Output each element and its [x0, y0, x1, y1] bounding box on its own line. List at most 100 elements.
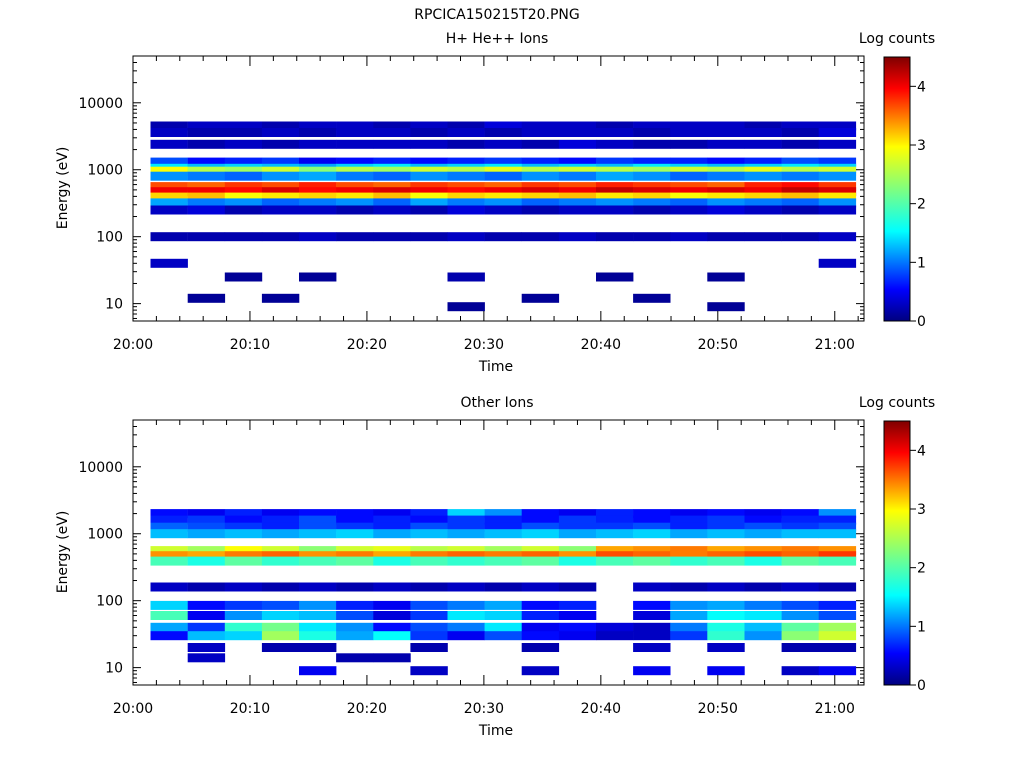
- heatmap-cell: [187, 166, 226, 176]
- heatmap-cell: [299, 205, 337, 215]
- heatmap-cell: [781, 622, 819, 632]
- heatmap-cell: [224, 205, 263, 215]
- heatmap-cell: [670, 600, 708, 610]
- heatmap-cell: [187, 611, 226, 620]
- heatmap-cell: [150, 600, 188, 610]
- heatmap-cell: [373, 622, 411, 632]
- heatmap-cell: [150, 166, 188, 176]
- heatmap-cell: [299, 166, 337, 176]
- heatmap-cell: [633, 546, 671, 556]
- heatmap-cell: [261, 546, 300, 556]
- heatmap-cell: [521, 611, 560, 620]
- heatmap-cell: [336, 171, 374, 181]
- heatmap-cell: [818, 171, 857, 181]
- heatmap-cell: [224, 622, 263, 632]
- heatmap-cell: [707, 192, 745, 202]
- heatmap-cell: [521, 232, 560, 242]
- heatmap-cell: [744, 546, 782, 556]
- heatmap-cell: [261, 611, 300, 620]
- heatmap-cell: [521, 121, 560, 131]
- heatmap-cell: [707, 182, 745, 192]
- heatmap-cell: [484, 611, 522, 620]
- heatmap-cell: [447, 509, 485, 519]
- heatmap-cell: [707, 171, 745, 181]
- heatmap-cell: [410, 128, 448, 137]
- heatmap-cell: [558, 515, 597, 525]
- colorbar: [883, 420, 911, 686]
- heatmap-cell: [336, 139, 374, 149]
- heatmap-cell: [707, 643, 745, 652]
- heatmap-cell: [224, 556, 263, 566]
- heatmap-cell: [596, 622, 634, 632]
- heatmap-cell: [299, 643, 337, 652]
- heatmap-cell: [818, 232, 857, 242]
- heatmap-cell: [484, 600, 522, 610]
- heatmap-cell: [299, 529, 337, 539]
- heatmap-cell: [744, 611, 782, 620]
- heatmap-cell: [336, 653, 374, 663]
- heatmap-cell: [596, 522, 634, 532]
- heatmap-cell: [410, 556, 448, 566]
- heatmap-cell: [744, 522, 782, 532]
- heatmap-cell: [707, 272, 745, 282]
- heatmap-cell: [744, 631, 782, 641]
- heatmap-cell: [670, 139, 708, 149]
- heatmap-cell: [447, 171, 485, 181]
- heatmap-cell: [224, 509, 263, 519]
- heatmap-cell: [670, 182, 708, 192]
- heatmap-cell: [744, 515, 782, 525]
- heatmap-cell: [373, 121, 411, 131]
- heatmap-cell: [299, 198, 337, 208]
- heatmap-cell: [781, 509, 819, 519]
- panel-h-he-ions: H+ He++ Ions Log counts 1010010001000020…: [55, 31, 935, 375]
- heatmap-cell: [447, 192, 485, 202]
- heatmap-cell: [150, 182, 188, 192]
- heatmap-cell: [781, 182, 819, 192]
- heatmap-cell: [521, 600, 560, 610]
- heatmap-cell: [224, 522, 263, 532]
- heatmap-cell: [187, 128, 226, 137]
- heatmap-cell: [373, 509, 411, 519]
- heatmap-cell: [781, 631, 819, 641]
- heatmap-cell: [336, 121, 374, 131]
- heatmap-cell: [596, 631, 634, 641]
- heatmap-cell: [373, 198, 411, 208]
- heatmap-cell: [707, 232, 745, 242]
- heatmap-cell: [633, 631, 671, 641]
- heatmap-cell: [707, 302, 745, 312]
- heatmap-cell: [373, 139, 411, 149]
- heatmap-cell: [150, 509, 188, 519]
- heatmap-cell: [224, 121, 263, 131]
- heatmap-cell: [744, 232, 782, 242]
- heatmap-cell: [150, 522, 188, 532]
- heatmap-cell: [818, 166, 857, 176]
- heatmap-cell: [633, 600, 671, 610]
- heatmap-cell: [410, 546, 448, 556]
- heatmap-cell: [707, 522, 745, 532]
- heatmap-cell: [781, 529, 819, 539]
- heatmap-cell: [818, 128, 857, 137]
- heatmap-cell: [150, 198, 188, 208]
- x-axis-label: Time: [478, 723, 513, 739]
- heatmap-cell: [410, 205, 448, 215]
- heatmap-cell: [818, 198, 857, 208]
- heatmap-cell: [150, 515, 188, 525]
- heatmap-cell: [670, 556, 708, 566]
- heatmap-cell: [558, 582, 597, 592]
- panel-other-ions: Other Ions Log counts 1010010001000020:0…: [55, 395, 935, 739]
- heatmap-cell: [521, 139, 560, 149]
- heatmap-cell: [336, 205, 374, 215]
- heatmap-cell: [150, 529, 188, 539]
- heatmap-cell: [299, 182, 337, 192]
- heatmap-cell: [447, 556, 485, 566]
- heatmap-cell: [150, 128, 188, 137]
- heatmap-cell: [558, 622, 597, 632]
- heatmap-cell: [521, 182, 560, 192]
- heatmap-cell: [410, 187, 448, 197]
- heatmap-cell: [744, 157, 782, 167]
- heatmap-cell: [633, 611, 671, 620]
- heatmap-cell: [558, 187, 597, 197]
- heatmap-cell: [261, 171, 300, 181]
- heatmap-cell: [670, 631, 708, 641]
